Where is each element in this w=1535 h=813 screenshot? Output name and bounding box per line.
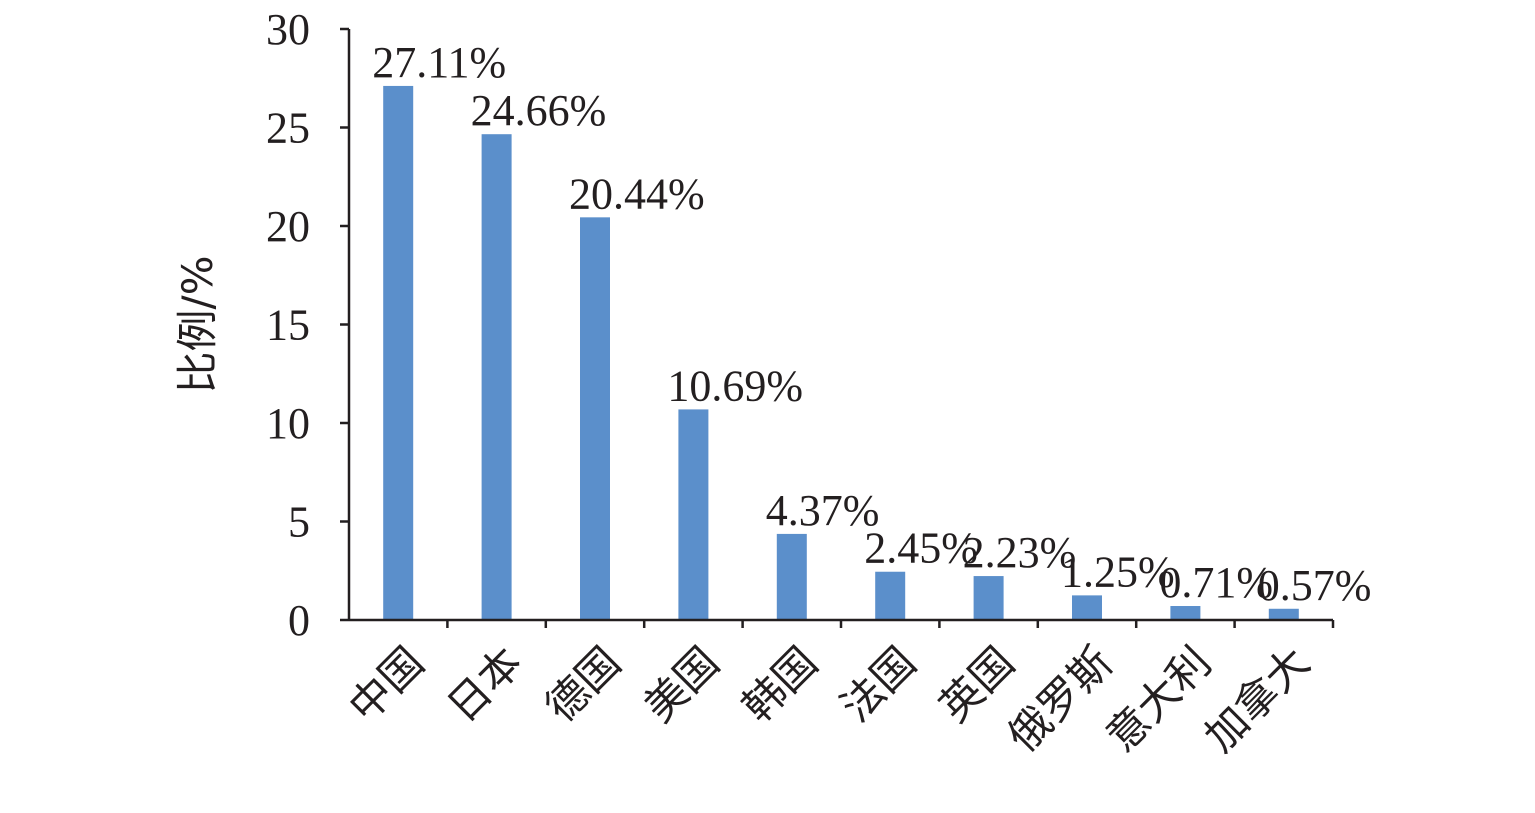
x-category-label: 日本 bbox=[438, 637, 532, 731]
bars-group bbox=[383, 85, 1299, 621]
y-tick-label: 10 bbox=[266, 399, 310, 448]
data-label: 1.25% bbox=[1061, 547, 1175, 596]
data-label: 4.37% bbox=[766, 486, 880, 535]
y-tick-label: 25 bbox=[266, 104, 310, 153]
y-tick-label: 5 bbox=[288, 498, 310, 547]
x-category-label: 加拿大 bbox=[1195, 637, 1319, 761]
y-axis-title: 比例/% bbox=[173, 255, 222, 393]
x-category-label: 意大利 bbox=[1097, 637, 1221, 761]
data-label: 2.23% bbox=[963, 528, 1077, 577]
bar bbox=[383, 85, 414, 621]
y-tick-label: 15 bbox=[266, 301, 310, 350]
bar bbox=[1170, 606, 1201, 620]
x-category-label: 法国 bbox=[831, 637, 925, 731]
y-ticks-group: 0 5 10 15 20 25 30 bbox=[266, 5, 349, 645]
bar bbox=[580, 217, 610, 620]
data-label: 2.45% bbox=[864, 524, 978, 573]
data-label: 10.69% bbox=[667, 361, 803, 410]
y-tick-label: 20 bbox=[266, 202, 310, 251]
data-label: 24.66% bbox=[471, 86, 607, 135]
bar bbox=[776, 533, 807, 620]
bar bbox=[1072, 595, 1102, 620]
data-label: 0.71% bbox=[1159, 558, 1273, 607]
y-tick-label: 30 bbox=[266, 5, 310, 54]
bar bbox=[481, 134, 512, 620]
y-tick-label: 0 bbox=[288, 596, 310, 645]
x-category-label: 中国 bbox=[339, 637, 433, 731]
data-label: 20.44% bbox=[569, 169, 705, 218]
bar bbox=[1268, 608, 1299, 620]
bar bbox=[973, 576, 1004, 620]
x-category-label: 美国 bbox=[634, 637, 728, 731]
bar bbox=[875, 571, 906, 620]
x-category-label: 俄罗斯 bbox=[998, 637, 1122, 761]
x-category-label: 德国 bbox=[536, 637, 630, 731]
bar bbox=[678, 409, 709, 620]
data-labels-group: 27.11%24.66% 20.44% 10.69% 4.37%2.45%2.23%1… bbox=[372, 38, 1371, 610]
data-label: 0.57% bbox=[1258, 561, 1372, 610]
data-label: 27.11% bbox=[372, 38, 506, 87]
x-category-label: 韩国 bbox=[733, 637, 827, 731]
